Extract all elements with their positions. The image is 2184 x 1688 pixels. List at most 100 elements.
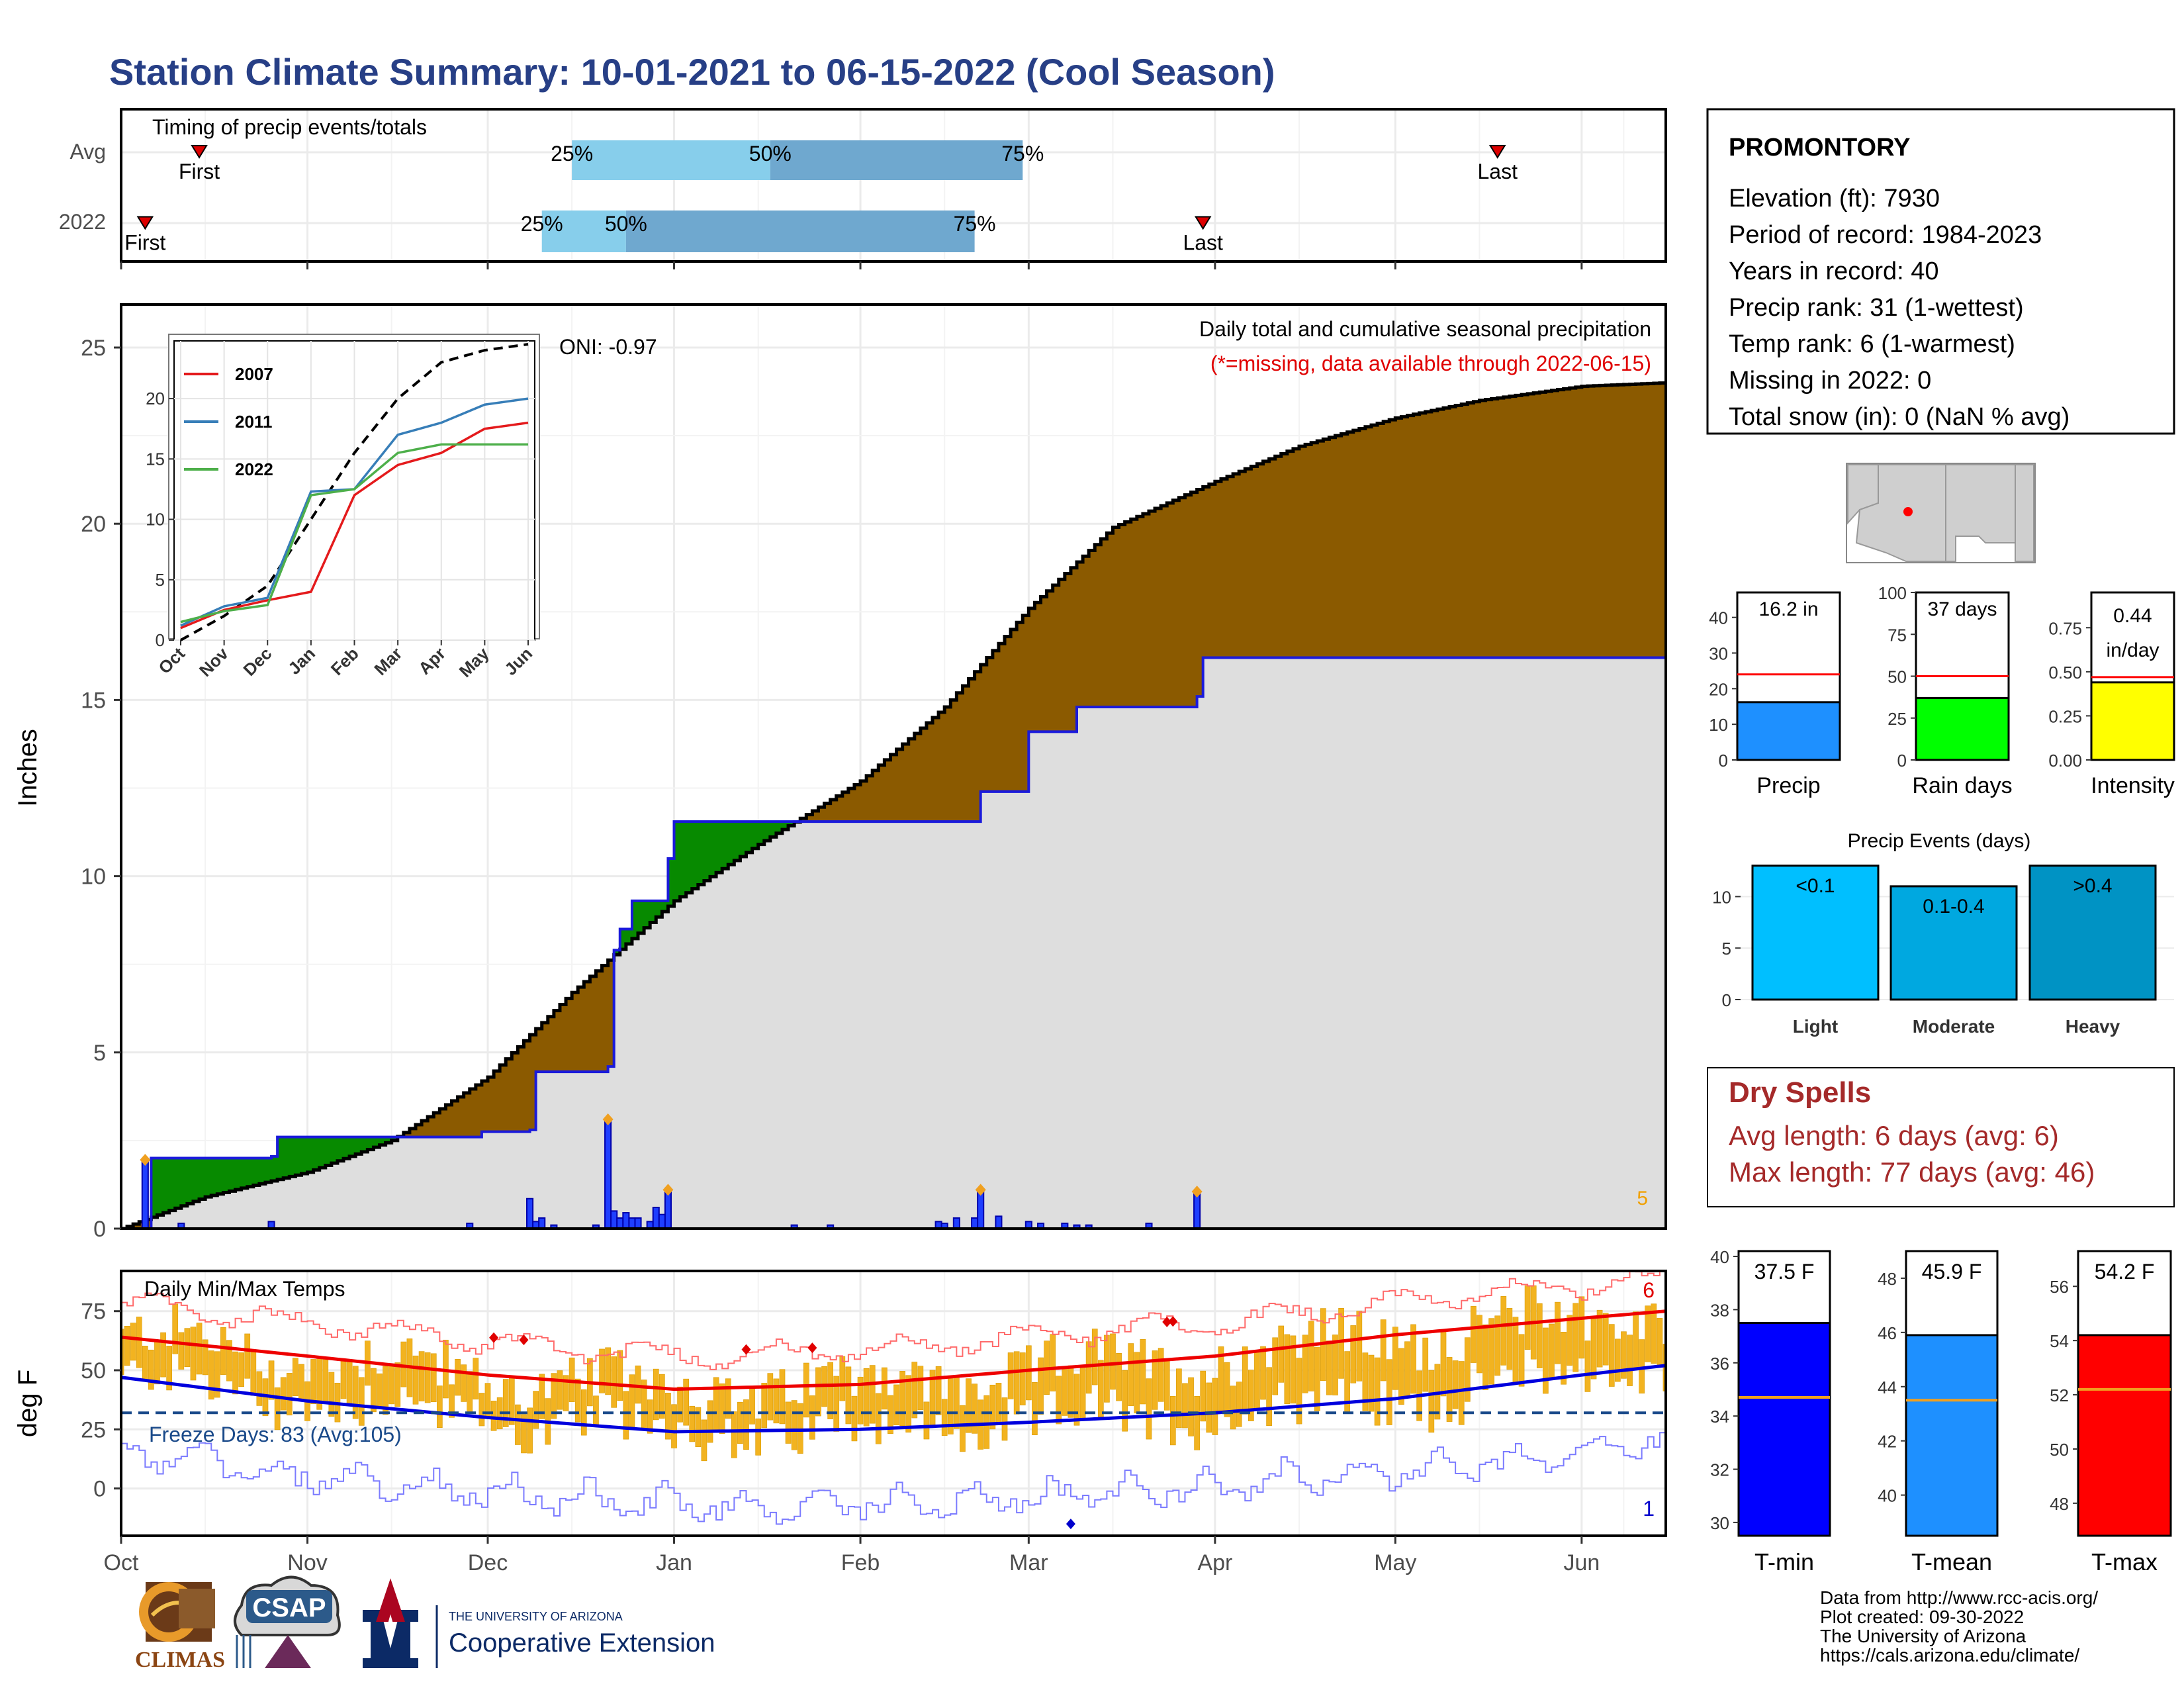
daily-precip-bar (141, 1159, 149, 1229)
daily-temp-bar (256, 1371, 263, 1406)
summary-bar-ytick-label: 0 (1897, 751, 1907, 771)
summary-bar-ytick-label: 0.50 (2048, 663, 2082, 682)
daily-temp-bar (521, 1414, 527, 1454)
precip-ytick-label: 15 (81, 688, 106, 713)
summary-bar-value (2090, 681, 2175, 761)
daily-temp-bar (875, 1393, 882, 1444)
station-info-line: Precip rank: 31 (1-wettest) (1729, 294, 2024, 322)
daily-temp-bar (1428, 1370, 1435, 1433)
temp-summary-name: T-mean (1911, 1548, 1992, 1575)
temp-panel: 0 25 50 75 Daily Min/Max Temps Freeze Days:… (13, 1270, 1667, 1537)
daily-temp-bar (467, 1371, 473, 1413)
timing-row-2022-label: 2022 (59, 210, 106, 234)
daily-precip-bar (1145, 1223, 1153, 1229)
timing-title: Timing of precip events/totals (152, 115, 427, 139)
daily-temp-bar (635, 1365, 641, 1404)
dry-spells-max: Max length: 77 days (avg: 46) (1729, 1156, 2095, 1188)
summary-bar-ytick-label: 0 (1719, 751, 1728, 771)
daily-temp-bar (1007, 1352, 1014, 1399)
temp-summary-value-label: 54.2 F (2095, 1260, 2155, 1284)
daily-temp-bar (574, 1378, 581, 1423)
daily-temp-bar (617, 1350, 623, 1401)
daily-temp-bar (394, 1362, 401, 1407)
temp-summary-name: T-min (1754, 1548, 1814, 1575)
daily-temp-bar (1025, 1345, 1032, 1401)
daily-precip-bar (628, 1217, 636, 1229)
precip-ytick-label: 0 (93, 1217, 106, 1242)
temp-summary-ytick-label: 54 (2050, 1331, 2069, 1351)
station-info-box: PROMONTORY Elevation (ft): 7930 Period of… (1706, 108, 2175, 435)
events-bar-inner-label: <0.1 (1796, 875, 1835, 897)
summary-bar-value-label: 0.44 (2113, 605, 2152, 627)
daily-temp-bar (238, 1352, 244, 1387)
summary-bar-ytick-label: 0.00 (2048, 751, 2082, 771)
summary-bar-ytick-label: 0.75 (2048, 618, 2082, 638)
timing-2022-p75-label: 75% (954, 212, 996, 236)
climas-logo: CLIMAS (135, 1582, 225, 1672)
daily-temp-bar (1518, 1334, 1525, 1387)
inset-series-line (180, 443, 528, 624)
footer-credits: Data from http://www.rcc-acis.org/ Plot … (1820, 1587, 2098, 1665)
daily-precip-bar (538, 1217, 546, 1229)
daily-temp-bar (791, 1400, 797, 1450)
daily-temp-bar (665, 1393, 671, 1440)
daily-temp-bar (1482, 1324, 1488, 1390)
daily-temp-bar (1032, 1382, 1038, 1436)
daily-temp-bar (1230, 1385, 1236, 1430)
precip-annotation: Daily total and cumulative seasonal prec… (1199, 317, 1651, 341)
timing-avg-first-label: First (179, 160, 220, 183)
daily-temp-bar (1567, 1315, 1573, 1366)
precip-panel: 0 5 10 15 20 25 Daily total and cumulative se… (13, 303, 1667, 1242)
daily-temp-bar (148, 1349, 154, 1390)
daily-precip-bar (1061, 1223, 1069, 1229)
daily-temp-bar (1662, 1344, 1666, 1391)
daily-temp-bar (755, 1418, 762, 1456)
daily-temp-bar (1596, 1309, 1603, 1368)
daily-temp-bar (605, 1347, 611, 1395)
month-axis: Oct Nov Dec Jan Feb Mar Apr May Jun (104, 261, 1600, 1575)
csap-logo-text: CSAP (252, 1593, 326, 1622)
record-min-line (121, 1428, 1666, 1525)
daily-temp-bar (893, 1384, 899, 1425)
temp-summary-ytick-label: 46 (1878, 1323, 1897, 1343)
temp-summary-name: T-max (2091, 1548, 2158, 1575)
month-label: Apr (1197, 1550, 1232, 1575)
events-ytick-label: 0 (1722, 990, 1731, 1010)
daily-temp-bar (1116, 1353, 1122, 1401)
daily-temp-bar (178, 1332, 185, 1370)
daily-temp-bar (358, 1377, 365, 1426)
summary-bar-ytick-label: 100 (1878, 583, 1907, 603)
summary-bar-name: Precip (1756, 773, 1820, 798)
daily-temp-bar (214, 1351, 220, 1398)
summary-bar-bars_precip: 0 10 20 30 40 16.2 in Precip (1709, 591, 1841, 798)
station-info-line: Total snow (in): 0 (NaN % avg) (1729, 403, 2070, 431)
daily-temp-bar (960, 1405, 966, 1452)
daily-precip-bar (658, 1213, 666, 1229)
timing-2022-last-marker (1194, 216, 1212, 230)
daily-temp-bar (1266, 1367, 1272, 1427)
inset-ytick-label: 5 (156, 570, 165, 590)
summary-bar-bars_raindays: 0 25 50 75 100 37 days Rain days (1878, 583, 2013, 798)
temp-ytick-label: 25 (81, 1417, 106, 1442)
daily-temp-bar (1146, 1378, 1152, 1440)
daily-temp-bar (989, 1384, 996, 1430)
daily-temp-bar (1584, 1340, 1591, 1392)
daily-temp-bar (563, 1375, 569, 1411)
daily-temp-bar (430, 1353, 437, 1403)
page-title: Station Climate Summary: 10-01-2021 to 0… (109, 51, 1275, 93)
daily-temp-bar (1169, 1395, 1176, 1446)
daily-temp-bar (1477, 1315, 1482, 1374)
timing-2022-p50-label: 50% (605, 212, 647, 236)
daily-temp-bar (383, 1366, 388, 1415)
timing-2022-first-label: First (124, 231, 165, 255)
daily-temp-bar (1627, 1335, 1633, 1386)
daily-temp-bar (268, 1360, 275, 1400)
daily-temp-bar (424, 1352, 431, 1403)
daily-temp-bar (244, 1333, 251, 1379)
daily-precip-bar (604, 1118, 612, 1229)
temp-summary-ytick-label: 30 (1710, 1513, 1729, 1533)
precip-count-label: 5 (1637, 1188, 1648, 1209)
temp-summary-ytick-label: 50 (2050, 1440, 2069, 1460)
daily-temp-bar (1398, 1348, 1404, 1405)
daily-temp-bar (1314, 1346, 1320, 1411)
